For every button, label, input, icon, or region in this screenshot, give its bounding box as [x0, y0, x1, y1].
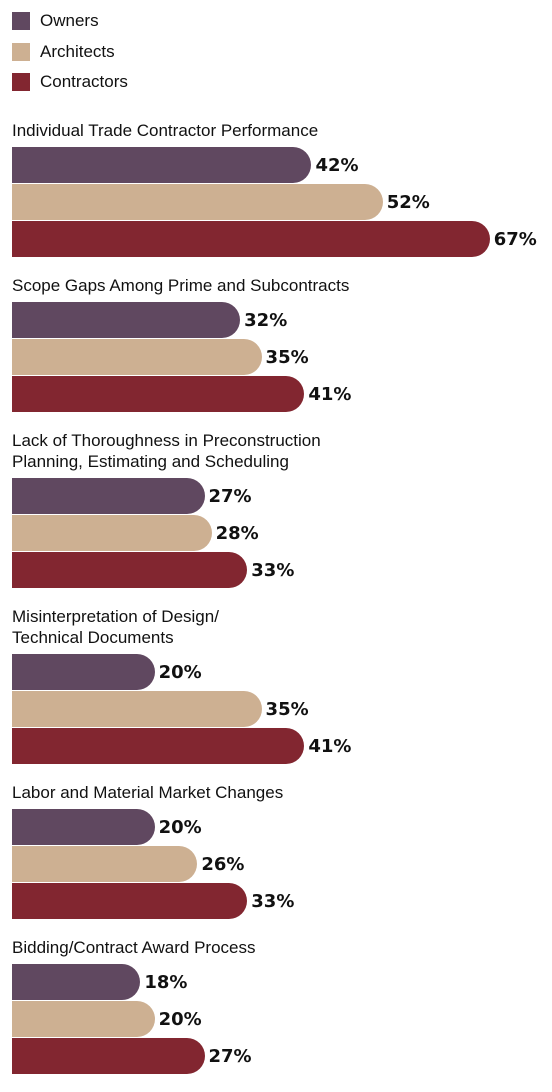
bar-group: Lack of Thoroughness in Preconstruction …: [12, 430, 552, 588]
bar: [12, 809, 155, 845]
category-label: Lack of Thoroughness in Preconstruction …: [12, 431, 321, 471]
legend-item: Contractors: [12, 67, 128, 98]
legend: Owners Architects Contractors: [12, 6, 128, 98]
bar: [12, 376, 305, 412]
bar-row: 35%: [12, 691, 552, 727]
bar-row: 27%: [12, 1038, 552, 1074]
bar-group: Bidding/Contract Award Process 18% 20% 27%: [12, 937, 552, 1074]
legend-label: Owners: [40, 11, 99, 31]
bar-row: 20%: [12, 1001, 552, 1037]
bar: [12, 339, 262, 375]
bar-row: 28%: [12, 515, 552, 551]
bar: [12, 302, 241, 338]
value-label: 41%: [308, 383, 352, 405]
bar: [12, 478, 205, 514]
bar-row: 20%: [12, 654, 552, 690]
bar-group: Scope Gaps Among Prime and Subcontracts 3…: [12, 275, 552, 412]
bar-row: 52%: [12, 184, 552, 220]
bar-row: 33%: [12, 883, 552, 919]
chart: Individual Trade Contractor Performance 4…: [12, 120, 552, 1092]
value-label: 18%: [144, 971, 188, 993]
bar: [12, 552, 248, 588]
category-label: Labor and Material Market Changes: [12, 783, 284, 802]
value-label: 41%: [308, 735, 352, 757]
category-label: Bidding/Contract Award Process: [12, 938, 256, 957]
value-label: 67%: [493, 228, 537, 250]
legend-item: Owners: [12, 6, 128, 37]
value-label: 27%: [208, 485, 252, 507]
bar: [12, 515, 212, 551]
bar-group: Misinterpretation of Design/ Technical D…: [12, 606, 552, 764]
bar-row: 67%: [12, 221, 552, 257]
legend-label: Architects: [40, 41, 115, 61]
bar: [12, 1038, 205, 1074]
value-label: 20%: [158, 661, 202, 683]
bar: [12, 1001, 155, 1037]
value-label: 20%: [158, 816, 202, 838]
value-label: 35%: [265, 346, 309, 368]
value-label: 26%: [201, 853, 245, 875]
legend-swatch: [12, 73, 30, 92]
value-label: 27%: [208, 1045, 252, 1067]
bar: [12, 691, 262, 727]
bar-group: Labor and Material Market Changes 20% 26% 3…: [12, 782, 552, 919]
bar: [12, 654, 155, 690]
value-label: 33%: [251, 890, 295, 912]
legend-item: Architects: [12, 37, 128, 68]
bar-row: 18%: [12, 964, 552, 1000]
bar-row: 27%: [12, 478, 552, 514]
bar: [12, 147, 312, 183]
category-label: Individual Trade Contractor Performance: [12, 121, 319, 140]
legend-swatch: [12, 12, 30, 31]
value-label: 33%: [251, 559, 295, 581]
value-label: 42%: [315, 154, 359, 176]
value-label: 52%: [386, 191, 430, 213]
bar: [12, 964, 141, 1000]
bar-row: 33%: [12, 552, 552, 588]
value-label: 35%: [265, 698, 309, 720]
legend-label: Contractors: [40, 72, 128, 92]
value-label: 28%: [215, 522, 259, 544]
bar: [12, 846, 198, 882]
bar-row: 26%: [12, 846, 552, 882]
bar-row: 20%: [12, 809, 552, 845]
bar-row: 41%: [12, 728, 552, 764]
bar: [12, 221, 490, 257]
bar-row: 32%: [12, 302, 552, 338]
bar: [12, 728, 305, 764]
bar-row: 41%: [12, 376, 552, 412]
value-label: 20%: [158, 1008, 202, 1030]
bar-group: Individual Trade Contractor Performance 4…: [12, 120, 552, 257]
legend-swatch: [12, 42, 30, 61]
category-label: Scope Gaps Among Prime and Subcontracts: [12, 276, 350, 295]
bar-row: 42%: [12, 147, 552, 183]
bar: [12, 184, 383, 220]
bar-row: 35%: [12, 339, 552, 375]
value-label: 32%: [244, 309, 288, 331]
bar: [12, 883, 248, 919]
category-label: Misinterpretation of Design/ Technical D…: [12, 607, 219, 647]
